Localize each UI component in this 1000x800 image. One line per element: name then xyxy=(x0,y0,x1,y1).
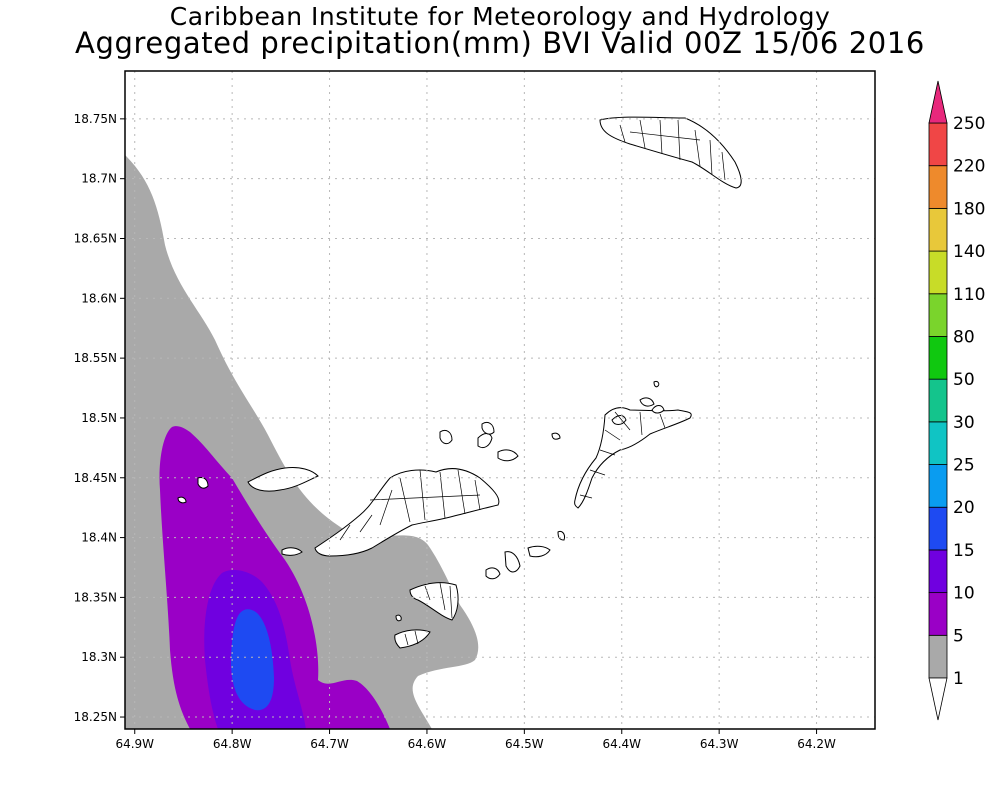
norman-island xyxy=(394,629,431,649)
colorbar-box xyxy=(928,165,948,209)
virgin-gorda-island xyxy=(574,407,692,509)
lon-tick-label: 64.5W xyxy=(505,737,544,751)
latitude-axis: 18.75N 18.7N 18.65N 18.6N 18.55N 18.5N 18.45N 1… xyxy=(74,112,125,724)
virgin-gorda-boundaries xyxy=(579,411,666,499)
grid-lines xyxy=(125,71,875,729)
lat-tick-label: 18.55N xyxy=(74,351,117,365)
st-thomas-partial xyxy=(281,547,303,556)
lat-tick-label: 18.4N xyxy=(81,531,117,545)
colorbar-box xyxy=(928,293,948,337)
colorbar-label: 5 xyxy=(953,626,964,646)
lat-tick-label: 18.5N xyxy=(81,411,117,425)
map-frame xyxy=(124,70,876,730)
lat-tick-label: 18.25N xyxy=(74,710,117,724)
longitude-axis: 64.9W 64.8W 64.7W 64.6W 64.5W 64.4W 64.3W 64.2W xyxy=(115,729,836,751)
colorbar-box xyxy=(928,506,948,551)
colorbar-label: 180 xyxy=(953,199,985,219)
lat-tick-label: 18.45N xyxy=(74,471,117,485)
island-boundaries xyxy=(339,119,726,646)
eustatia-island xyxy=(639,397,655,407)
colorbar-box xyxy=(928,207,948,252)
colorbar-box xyxy=(928,549,948,594)
colorbar-top-arrow xyxy=(928,80,948,124)
colorbar-label: 110 xyxy=(953,285,985,305)
colorbar-label: 10 xyxy=(953,584,975,604)
peter-boundaries xyxy=(424,582,453,619)
norman-boundaries xyxy=(404,630,419,646)
lat-tick-label: 18.7N xyxy=(81,172,117,186)
colorbar-label: 1 xyxy=(953,669,964,689)
lat-tick-label: 18.65N xyxy=(74,231,117,245)
cooper-island xyxy=(504,551,521,573)
lon-tick-label: 64.8W xyxy=(213,737,252,751)
guana-island xyxy=(439,429,453,445)
anegada-island xyxy=(599,116,742,189)
colorbar-box xyxy=(928,592,948,636)
precipitation-field xyxy=(125,155,479,729)
colorbar-label: 15 xyxy=(953,541,975,561)
necker-island xyxy=(651,405,665,414)
lat-tick-label: 18.75N xyxy=(74,112,117,126)
colorbar-label: 50 xyxy=(953,370,975,390)
lat-tick-label: 18.35N xyxy=(74,590,117,604)
great-camanoe xyxy=(481,421,495,435)
lon-tick-label: 64.3W xyxy=(700,737,739,751)
lon-tick-label: 64.7W xyxy=(310,737,349,751)
colorbar-box xyxy=(928,122,948,167)
colorbar-label: 30 xyxy=(953,413,975,433)
marina-cay xyxy=(551,432,561,440)
colorbar-label: 80 xyxy=(953,327,975,347)
chart-title: Caribbean Institute for Meteorology and … xyxy=(169,2,831,31)
small-islet-peter-w xyxy=(395,614,402,622)
jost-van-dyke-island xyxy=(247,467,319,492)
lat-tick-label: 18.6N xyxy=(81,291,117,305)
colorbar-label: 250 xyxy=(953,114,985,134)
small-islet-sw xyxy=(177,496,187,504)
chart-subtitle: Aggregated precipitation(mm) BVI Valid 0… xyxy=(75,26,925,60)
lat-tick-label: 18.3N xyxy=(81,650,117,664)
colorbar-box xyxy=(928,421,948,465)
salt-island xyxy=(485,567,501,580)
lon-tick-label: 64.2W xyxy=(797,737,836,751)
colorbar-box xyxy=(928,464,948,508)
precip-15-20-region xyxy=(231,609,274,711)
anegada-boundaries xyxy=(619,119,726,181)
colorbar-label: 25 xyxy=(953,456,975,476)
tortola-island xyxy=(314,468,500,557)
beef-island xyxy=(477,433,493,449)
lon-tick-label: 64.4W xyxy=(602,737,641,751)
ginger-island xyxy=(527,545,551,558)
scrub-island xyxy=(497,449,519,462)
colorbar-box xyxy=(928,250,948,295)
colorbar-bottom-arrow xyxy=(928,677,948,721)
islands xyxy=(177,116,742,649)
colorbar-box xyxy=(928,634,948,679)
fallen-jerusalem xyxy=(557,531,565,541)
colorbar-label: 140 xyxy=(953,242,985,262)
colorbar-label: 20 xyxy=(953,498,975,518)
small-islet-north xyxy=(653,381,660,388)
lon-tick-label: 64.9W xyxy=(115,737,154,751)
colorbar-box xyxy=(928,378,948,423)
colorbar-label: 220 xyxy=(953,157,985,177)
lon-tick-label: 64.6W xyxy=(408,737,447,751)
tortola-boundaries xyxy=(339,469,481,541)
colorbar-box xyxy=(928,336,948,380)
